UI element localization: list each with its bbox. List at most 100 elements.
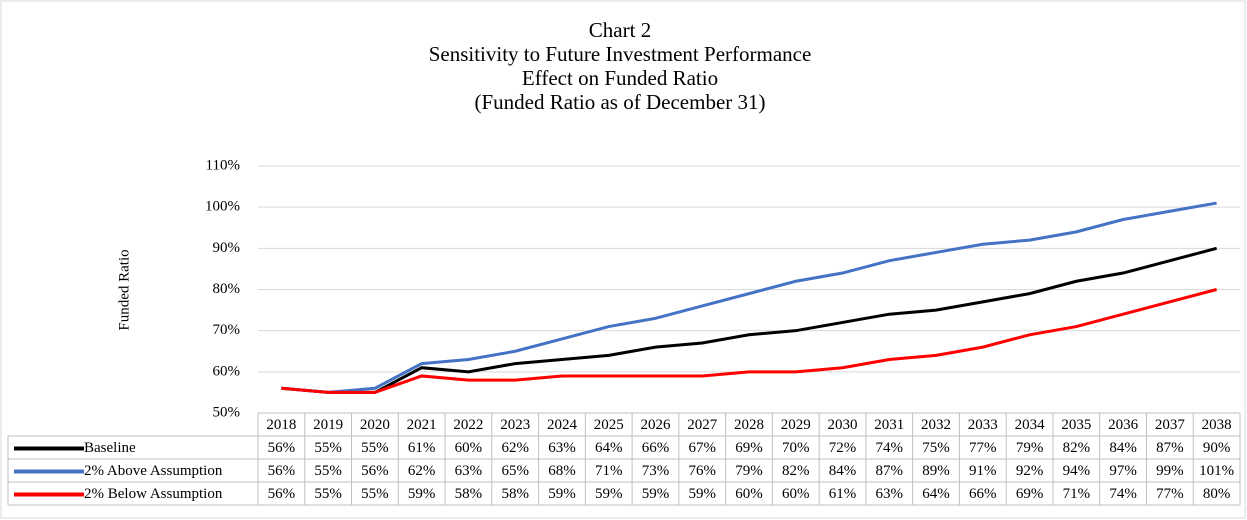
x-tick-label: 2021: [407, 417, 437, 433]
table-cell: 62%: [408, 463, 436, 479]
x-tick-label: 2037: [1155, 417, 1186, 433]
table-cell: 69%: [1016, 486, 1044, 502]
table-cell: 84%: [1109, 440, 1137, 456]
table-cell: 60%: [735, 486, 763, 502]
y-tick-label: 60%: [213, 363, 241, 379]
table-cell: 70%: [782, 440, 810, 456]
table-cell: 97%: [1109, 463, 1137, 479]
table-cell: 59%: [595, 486, 623, 502]
table-cell: 66%: [969, 486, 997, 502]
y-tick-label: 90%: [213, 240, 241, 256]
table-cell: 79%: [1016, 440, 1044, 456]
chart-title: Chart 2: [589, 18, 651, 42]
x-tick-label: 2036: [1108, 417, 1139, 433]
table-cell: 82%: [782, 463, 810, 479]
table-cell: 99%: [1156, 463, 1184, 479]
x-tick-label: 2038: [1202, 417, 1232, 433]
x-tick-label: 2025: [594, 417, 624, 433]
table-cell: 74%: [1109, 486, 1137, 502]
x-tick-label: 2031: [874, 417, 904, 433]
x-tick-label: 2024: [547, 417, 578, 433]
chart-title: (Funded Ratio as of December 31): [475, 90, 766, 114]
table-cell: 77%: [969, 440, 997, 456]
y-tick-label: 80%: [213, 281, 241, 297]
x-tick-label: 2029: [781, 417, 811, 433]
table-cell: 92%: [1016, 463, 1044, 479]
x-tick-label: 2026: [640, 417, 671, 433]
x-tick-label: 2030: [828, 417, 858, 433]
table-cell: 63%: [548, 440, 576, 456]
table-cell: 60%: [782, 486, 810, 502]
series-line: [281, 201, 1217, 394]
table-cell: 67%: [688, 440, 716, 456]
table-cell: 71%: [595, 463, 623, 479]
y-tick-label: 50%: [213, 404, 241, 420]
x-tick-label: 2023: [500, 417, 530, 433]
table-cell: 55%: [361, 486, 389, 502]
table-cell: 56%: [268, 486, 296, 502]
table-cell: 94%: [1063, 463, 1091, 479]
table-cell: 65%: [501, 463, 529, 479]
table-cell: 59%: [642, 486, 670, 502]
table-cell: 55%: [314, 440, 342, 456]
x-tick-label: 2019: [313, 417, 343, 433]
table-cell: 71%: [1063, 486, 1091, 502]
legend-label: 2% Above Assumption: [84, 463, 223, 479]
table-cell: 87%: [1156, 440, 1184, 456]
table-cell: 63%: [455, 463, 483, 479]
legend-label: 2% Below Assumption: [84, 486, 223, 502]
chart-title: Effect on Funded Ratio: [522, 66, 718, 90]
table-cell: 59%: [688, 486, 716, 502]
table-cell: 84%: [829, 463, 857, 479]
table-cell: 73%: [642, 463, 670, 479]
x-tick-label: 2033: [968, 417, 998, 433]
table-cell: 59%: [548, 486, 576, 502]
table-cell: 62%: [501, 440, 529, 456]
table-cell: 82%: [1063, 440, 1091, 456]
table-cell: 58%: [501, 486, 529, 502]
table-cell: 61%: [829, 486, 857, 502]
table-cell: 101%: [1199, 463, 1234, 479]
table-cell: 72%: [829, 440, 857, 456]
table-cell: 74%: [876, 440, 904, 456]
table-cell: 68%: [548, 463, 576, 479]
table-cell: 79%: [735, 463, 763, 479]
x-tick-label: 2028: [734, 417, 764, 433]
x-tick-label: 2027: [687, 417, 718, 433]
table-cell: 91%: [969, 463, 997, 479]
x-tick-label: 2020: [360, 417, 390, 433]
table-cell: 56%: [268, 463, 296, 479]
x-tick-label: 2022: [453, 417, 483, 433]
y-tick-label: 100%: [205, 199, 240, 215]
table-cell: 69%: [735, 440, 763, 456]
table-cell: 61%: [408, 440, 436, 456]
table-cell: 80%: [1203, 486, 1231, 502]
table-cell: 77%: [1156, 486, 1184, 502]
x-tick-label: 2035: [1061, 417, 1091, 433]
table-cell: 87%: [876, 463, 904, 479]
table-cell: 63%: [876, 486, 904, 502]
series-line: [281, 288, 1218, 394]
table-cell: 55%: [314, 463, 342, 479]
table-cell: 59%: [408, 486, 436, 502]
chart-title: Sensitivity to Future Investment Perform…: [429, 42, 812, 66]
x-tick-label: 2032: [921, 417, 951, 433]
table-cell: 56%: [361, 463, 389, 479]
y-tick-label: 110%: [206, 157, 240, 173]
y-axis-label: Funded Ratio: [116, 249, 132, 330]
table-cell: 64%: [595, 440, 623, 456]
table-cell: 55%: [314, 486, 342, 502]
legend-label: Baseline: [84, 440, 136, 456]
table-cell: 89%: [922, 463, 950, 479]
table-cell: 58%: [455, 486, 483, 502]
y-tick-label: 70%: [213, 322, 241, 338]
series-line: [281, 246, 1218, 394]
table-cell: 66%: [642, 440, 670, 456]
table-cell: 75%: [922, 440, 950, 456]
table-cell: 56%: [268, 440, 296, 456]
table-cell: 90%: [1203, 440, 1231, 456]
table-cell: 55%: [361, 440, 389, 456]
x-tick-label: 2034: [1015, 417, 1046, 433]
